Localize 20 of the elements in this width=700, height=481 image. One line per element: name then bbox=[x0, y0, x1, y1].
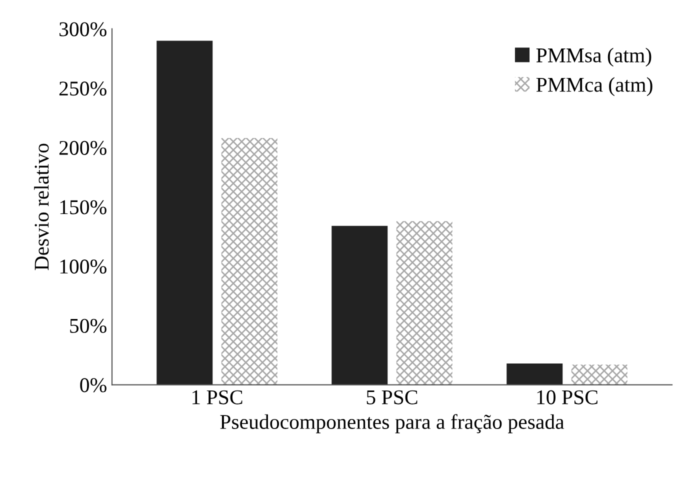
x-tick-label: 5 PSC bbox=[366, 390, 418, 404]
y-axis-title: Desvio relativo bbox=[34, 144, 49, 270]
y-tick-label: 150% bbox=[60, 200, 106, 214]
bar bbox=[156, 40, 213, 385]
y-tick-label: 300% bbox=[60, 22, 106, 36]
legend-label: PMMca (atm) bbox=[536, 77, 652, 96]
bar bbox=[221, 138, 278, 385]
y-tick-label: 250% bbox=[59, 82, 106, 96]
x-tick-label: 10 PSC bbox=[537, 390, 598, 404]
x-axis-title: Pseudocomponentes para a fração pesada bbox=[220, 414, 564, 434]
bar bbox=[332, 226, 388, 385]
x-tick-label: 1 PSC bbox=[192, 390, 242, 404]
y-tick-label: 0% bbox=[80, 378, 106, 392]
legend-label: PMMsa (atm) bbox=[536, 48, 652, 67]
y-tick-label: 50% bbox=[70, 318, 106, 333]
bar bbox=[506, 363, 563, 385]
bar bbox=[396, 221, 452, 385]
bar bbox=[571, 364, 628, 385]
y-tick-label: 100% bbox=[60, 260, 106, 274]
y-tick-label: 200% bbox=[59, 140, 106, 156]
